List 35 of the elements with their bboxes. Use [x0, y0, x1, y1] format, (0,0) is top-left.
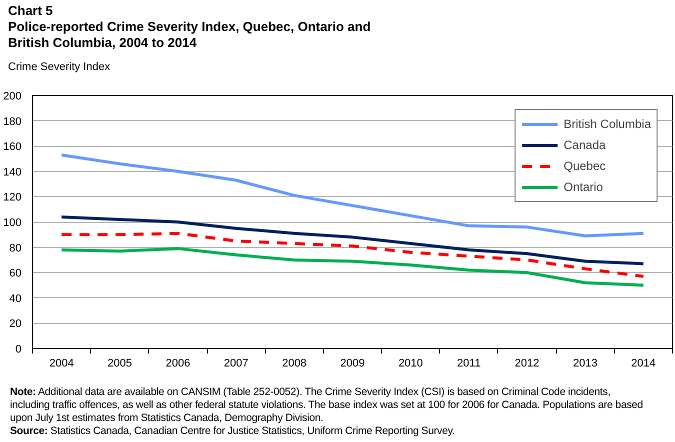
x-tick-label: 2006: [166, 358, 190, 370]
line-series: [60, 215, 645, 266]
x-tick-label: 2008: [282, 358, 307, 370]
y-axis-title: Crime Severity Index: [7, 60, 112, 74]
y-tick-label: 20: [9, 318, 22, 330]
x-tick-label: 2009: [340, 358, 365, 370]
x-tick-label: 2013: [572, 358, 598, 370]
chart-subtitle: Police-reported Crime Severity Index, Quebec, Ontario and British Columbia, 2004 to 2014: [7, 19, 372, 51]
y-tick-label: 140: [3, 166, 22, 178]
y-tick-label: 80: [9, 242, 22, 254]
line-series: [60, 232, 645, 278]
y-tick-label: 100: [3, 217, 22, 229]
y-tick-label: 120: [3, 192, 22, 204]
x-tick-label: 2012: [514, 358, 540, 370]
y-tick-label: 160: [3, 141, 22, 154]
y-tick-label: 0: [15, 344, 22, 356]
x-tick-label: 2014: [631, 358, 656, 370]
x-tick-label: 2004: [49, 358, 74, 370]
legend-label: Canada: [564, 138, 606, 152]
x-tick-label: 2010: [398, 358, 423, 370]
x-tick-label: 2011: [457, 358, 481, 370]
y-tick-label: 200: [3, 90, 22, 102]
chart-title: Chart 5: [7, 2, 54, 19]
source-note: Source: Statistics Canada, Canadian Centre for Justice Statistics, Uniform Crime Reporting Survey.: [10, 425, 455, 437]
line-series: [60, 153, 645, 238]
legend-label: British Columbia: [564, 117, 651, 131]
x-tick-label: 2007: [224, 358, 248, 370]
line-series: [60, 247, 645, 287]
legend-label: Ontario: [564, 180, 603, 194]
text: Note: Additional data are available on CANSIM (Table 252-0052). The Crime Severity Index (CSI) is based on Criminal Code incidents, including traffic offences, as well as other federal statute violations. The base index was set at 100 for 2006 for Canada. Populations are based upon July 1st estimates from Statistics Canada, Demography Division.: [10, 386, 643, 424]
x-tick-label: 2005: [108, 358, 132, 370]
y-tick-label: 180: [3, 116, 22, 128]
y-tick-label: 40: [9, 292, 22, 305]
y-tick-label: 60: [9, 268, 22, 280]
legend-label: Quebec: [564, 159, 606, 173]
